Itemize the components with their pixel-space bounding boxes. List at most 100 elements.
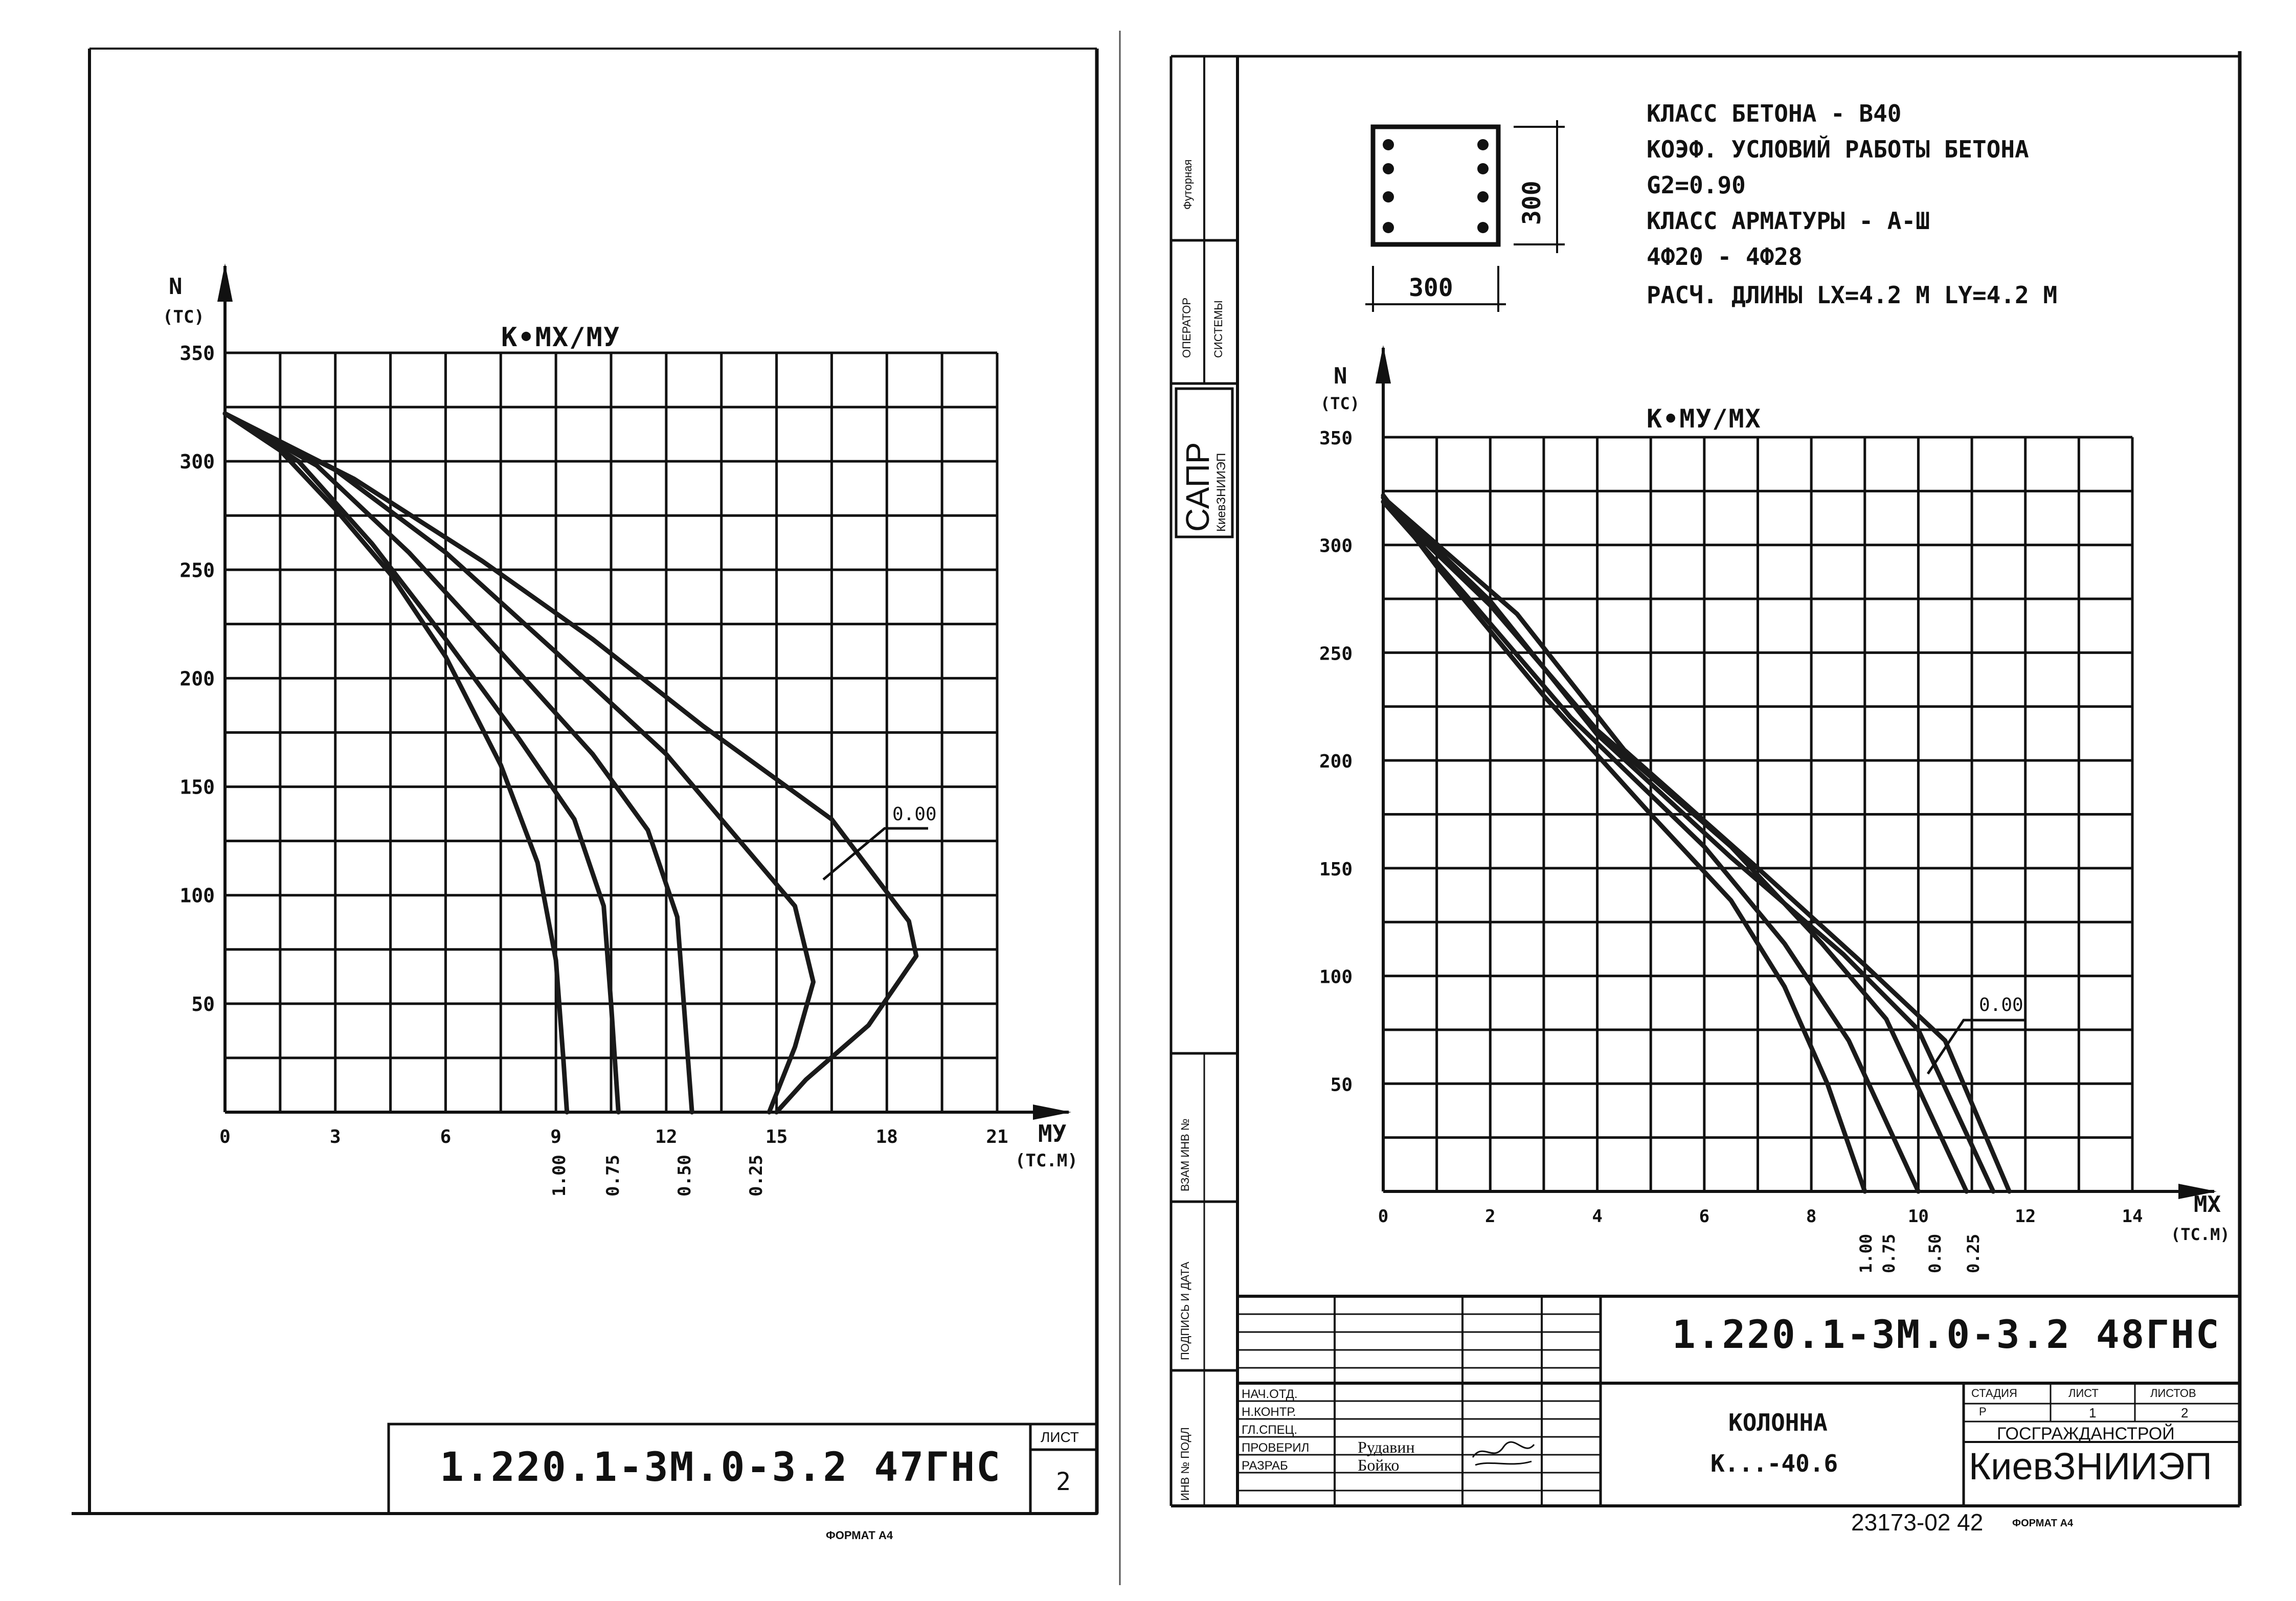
right-y-tick: 200 bbox=[1319, 751, 1353, 772]
stamp-sapr: САПР bbox=[1179, 442, 1216, 532]
right-y-ticks: 350 300 250 200 150 100 50 bbox=[1319, 428, 1353, 1095]
right-callout-leader bbox=[1926, 1019, 2025, 1075]
stamp-futorna: Футорная bbox=[1181, 159, 1194, 210]
right-curve-label: 1.00 bbox=[1856, 1234, 1876, 1273]
left-axes bbox=[217, 263, 1071, 1120]
left-y-tick: 50 bbox=[191, 993, 215, 1016]
left-curve-2 bbox=[222, 411, 694, 1115]
left-x-ticks: 0 3 6 9 12 15 18 21 bbox=[219, 1126, 1008, 1147]
left-x-tick: 9 bbox=[550, 1126, 561, 1147]
stamp-podpis: ПОДПИСЬ И ДАТА bbox=[1179, 1261, 1191, 1360]
role-nach-otd: НАЧ.ОТД. bbox=[1242, 1387, 1298, 1401]
org-line-1: ГОСГРАЖДАНСТРОЙ bbox=[1997, 1424, 2175, 1444]
left-callout-label: 0.00 bbox=[892, 804, 937, 825]
org-line-2: КиевЗНИИЭП bbox=[1969, 1445, 2212, 1487]
right-curve-label: 0.75 bbox=[1879, 1234, 1899, 1273]
archive-number: 23173-02 42 bbox=[1851, 1509, 1984, 1536]
left-y-axis-unit: (ТС) bbox=[163, 307, 205, 327]
right-curve-0 bbox=[1381, 493, 1867, 1194]
role-razrab: РАЗРАБ bbox=[1242, 1459, 1288, 1473]
column-cross-section bbox=[1365, 120, 1565, 312]
right-callout-label: 0.00 bbox=[1979, 995, 2023, 1016]
left-chart-title: К•МХ/МУ bbox=[501, 322, 621, 353]
right-curves bbox=[1381, 493, 2012, 1194]
sheet-value: 1 bbox=[2089, 1405, 2097, 1420]
right-grid bbox=[1382, 436, 2134, 1193]
note-rebar-set: 4Ф20 - 4Ф28 bbox=[1647, 243, 1803, 270]
left-curve-label: 0.25 bbox=[746, 1155, 767, 1197]
left-curve-3 bbox=[222, 411, 816, 1115]
left-curve-labels: 1.00 0.75 0.50 0.25 bbox=[549, 1155, 767, 1197]
right-axes bbox=[1376, 345, 2217, 1199]
right-x-tick: 2 bbox=[1485, 1206, 1495, 1227]
stamp-vzam: ВЗАМ ИНВ № bbox=[1179, 1118, 1191, 1191]
left-interaction-chart: 350 300 250 200 150 100 50 0 3 6 9 12 15 18 21 1.00 0.… bbox=[179, 263, 1071, 1197]
right-curve-1 bbox=[1381, 499, 1921, 1194]
left-sheet-label: ЛИСТ bbox=[1041, 1429, 1079, 1445]
left-grid bbox=[223, 351, 999, 1114]
section-width-dim: 300 bbox=[1409, 274, 1453, 302]
right-y-tick: 150 bbox=[1319, 859, 1353, 880]
note-g2: G2=0.90 bbox=[1647, 171, 1746, 199]
left-y-axis-label: N bbox=[169, 274, 183, 300]
left-y-tick: 150 bbox=[179, 776, 215, 799]
left-callout-leader bbox=[822, 827, 928, 881]
right-curve-4 bbox=[1381, 495, 2012, 1194]
right-y-tick: 50 bbox=[1331, 1074, 1353, 1095]
left-sheet: 350 300 250 200 150 100 50 0 3 6 9 12 15 18 21 1.00 0.… bbox=[0, 0, 1140, 1601]
right-x-axis-label: МХ bbox=[2194, 1191, 2221, 1217]
signature-proveril bbox=[1472, 1441, 1535, 1466]
right-x-tick: 0 bbox=[1378, 1206, 1388, 1227]
section-height-dim: 300 bbox=[1518, 181, 1546, 225]
right-x-tick: 8 bbox=[1806, 1206, 1816, 1227]
right-x-tick: 10 bbox=[1908, 1206, 1929, 1227]
right-y-tick: 300 bbox=[1319, 536, 1353, 557]
sheets-label: ЛИСТОВ bbox=[2150, 1387, 2196, 1400]
note-design-lengths: РАСЧ. ДЛИНЫ LX=4.2 М LY=4.2 М bbox=[1647, 281, 2058, 309]
role-gl-spec: ГЛ.СПЕЦ. bbox=[1242, 1423, 1298, 1437]
sheets-value: 2 bbox=[2181, 1405, 2189, 1420]
left-curve-0 bbox=[222, 411, 570, 1115]
left-curve-label: 0.50 bbox=[674, 1155, 695, 1197]
left-x-tick: 3 bbox=[330, 1126, 341, 1147]
right-curve-3 bbox=[1381, 495, 1996, 1194]
right-curve-label: 0.50 bbox=[1925, 1234, 1945, 1273]
stamp-kiev: КиевЗНИИЭП bbox=[1214, 453, 1228, 532]
left-x-tick: 0 bbox=[219, 1126, 231, 1147]
left-x-tick: 21 bbox=[986, 1126, 1008, 1147]
left-x-axis-label: МУ bbox=[1038, 1120, 1067, 1147]
right-x-axis-unit: (ТС.М) bbox=[2171, 1225, 2230, 1244]
left-curves bbox=[222, 411, 919, 1115]
right-chart-title: К•МУ/МХ bbox=[1647, 404, 1762, 434]
left-y-tick: 100 bbox=[179, 885, 215, 907]
name-razrab: Бойко bbox=[1358, 1456, 1400, 1474]
right-y-axis-unit: (ТС) bbox=[1320, 394, 1360, 413]
stamp-system: СИСТЕМЫ bbox=[1212, 300, 1225, 358]
right-y-tick: 250 bbox=[1319, 643, 1353, 664]
left-curve-label: 1.00 bbox=[549, 1155, 570, 1197]
stamp-operator: ОПЕРАТОР bbox=[1180, 298, 1193, 358]
left-y-tick: 300 bbox=[179, 450, 215, 473]
note-concrete-class: КЛАСС БЕТОНА - В40 bbox=[1647, 100, 1902, 127]
item-name: КОЛОННА bbox=[1728, 1409, 1828, 1436]
right-x-tick: 14 bbox=[2122, 1206, 2143, 1227]
left-curve-label: 0.75 bbox=[603, 1155, 623, 1197]
right-curve-label: 0.25 bbox=[1964, 1234, 1983, 1273]
note-rebar-class: КЛАСС АРМАТУРЫ - А-Ш bbox=[1647, 207, 1930, 235]
left-x-axis-unit: (ТС.М) bbox=[1015, 1151, 1078, 1171]
right-x-tick: 4 bbox=[1592, 1206, 1602, 1227]
right-y-axis-label: N bbox=[1334, 363, 1347, 389]
right-x-ticks: 0 2 4 6 8 10 12 14 bbox=[1378, 1206, 2143, 1227]
left-x-tick: 6 bbox=[440, 1126, 452, 1147]
left-y-ticks: 350 300 250 200 150 100 50 bbox=[179, 342, 215, 1016]
left-sheet-number: 2 bbox=[1056, 1468, 1071, 1496]
left-x-tick: 15 bbox=[766, 1126, 787, 1147]
left-sheet-frame bbox=[72, 31, 1121, 1585]
note-concrete-coef: КОЭФ. УСЛОВИЙ РАБОТЫ БЕТОНА bbox=[1647, 136, 2029, 163]
right-x-tick: 12 bbox=[2015, 1206, 2036, 1227]
stage-value: Р bbox=[1979, 1405, 1987, 1418]
left-format-label: ФОРМАТ А4 bbox=[826, 1529, 893, 1542]
